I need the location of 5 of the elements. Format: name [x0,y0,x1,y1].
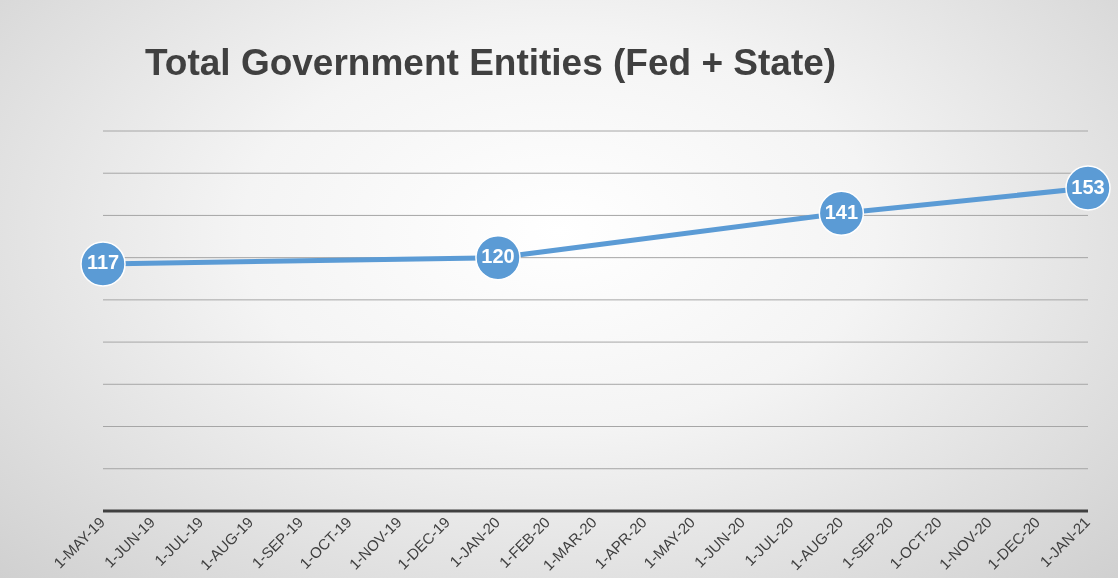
data-label: 153 [1071,175,1105,198]
chart-title: Total Government Entities (Fed + State) [145,42,837,84]
data-label: 120 [481,245,515,268]
data-label: 117 [86,251,120,274]
data-label: 141 [824,200,859,223]
